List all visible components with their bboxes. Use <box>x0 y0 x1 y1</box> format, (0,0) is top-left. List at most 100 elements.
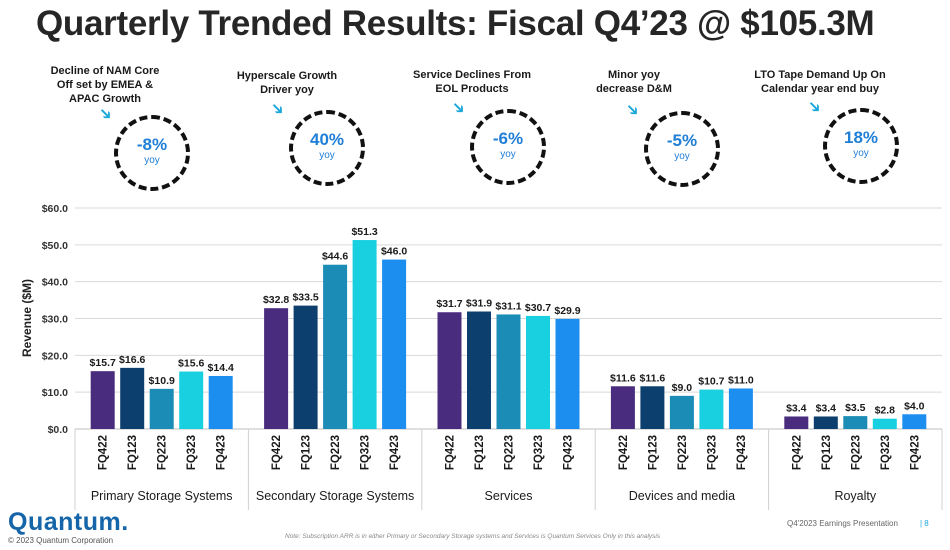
quarter-tick-label: FQ123 <box>821 435 833 470</box>
bar <box>437 312 462 429</box>
yoy-label: yoy <box>674 151 690 162</box>
data-label: $32.8 <box>263 294 289 306</box>
quarter-tick-label: FQ223 <box>157 435 169 470</box>
quarter-tick-label: FQ423 <box>736 435 748 470</box>
data-label: $11.0 <box>728 374 754 386</box>
callout-label-devices: Minor yoy decrease D&M <box>596 69 672 95</box>
data-label: $3.4 <box>816 402 837 414</box>
bar <box>843 416 868 429</box>
quarter-tick-label: FQ123 <box>474 435 486 470</box>
quarter-tick-label: FQ422 <box>791 435 803 470</box>
data-label: $31.1 <box>495 300 521 312</box>
bar <box>264 308 289 429</box>
data-label: $14.4 <box>208 362 234 374</box>
callout-label-secondary: Hyperscale Growth Driver yoy <box>236 70 338 96</box>
bar <box>382 259 407 429</box>
quarter-tick-label: FQ422 <box>618 435 630 470</box>
quarter-tick-label: FQ323 <box>533 435 545 470</box>
y-tick-label: $30.0 <box>42 314 68 326</box>
data-label: $3.5 <box>845 402 866 414</box>
arrow-icon: ➔ <box>621 99 644 122</box>
quarter-tick-label: FQ223 <box>504 435 516 470</box>
data-label: $11.6 <box>640 372 666 384</box>
bar <box>813 416 838 429</box>
data-label: $15.6 <box>178 358 204 370</box>
bar <box>90 371 115 429</box>
y-axis-label: Revenue ($M) <box>20 279 34 357</box>
y-tick-label: $10.0 <box>42 387 68 399</box>
y-tick-label: $20.0 <box>42 350 68 362</box>
category-label: Primary Storage Systems <box>91 489 233 503</box>
bar <box>555 318 580 429</box>
bar <box>352 240 377 429</box>
y-tick-label: $50.0 <box>42 240 68 252</box>
quarter-tick-label: FQ422 <box>98 435 110 470</box>
data-label: $9.0 <box>672 382 693 394</box>
data-label: $2.8 <box>875 405 896 417</box>
bar <box>208 375 233 429</box>
bar <box>640 386 665 429</box>
data-label: $44.6 <box>322 251 348 263</box>
bar <box>728 388 753 429</box>
quarter-tick-label: FQ423 <box>216 435 228 470</box>
callout-circle-royalty: 18% yoy <box>823 108 899 184</box>
callout-circle-primary: -8% yoy <box>114 115 190 191</box>
quarter-tick-label: FQ223 <box>677 435 689 470</box>
data-label: $46.0 <box>381 246 407 258</box>
category-label: Services <box>485 489 533 503</box>
callout-circle-devices: -5% yoy <box>644 111 720 187</box>
bar <box>610 386 635 429</box>
bar <box>496 314 521 429</box>
callout-label-services: Service Declines From EOL Products <box>412 69 531 95</box>
quarter-tick-label: FQ422 <box>445 435 457 470</box>
yoy-percent: 18% <box>843 128 879 147</box>
data-label: $31.7 <box>436 298 462 310</box>
y-tick-label: $40.0 <box>42 277 68 289</box>
data-label: $4.0 <box>904 400 925 412</box>
callout-label-primary: Decline of NAM Core Off set by EMEA & AP… <box>50 65 160 105</box>
yoy-percent: -5% <box>666 131 698 150</box>
category-label: Royalty <box>834 489 876 503</box>
presentation-name: Q4'2023 Earnings Presentation <box>787 519 898 528</box>
data-label: $15.7 <box>90 357 116 369</box>
arrow-icon: ➔ <box>266 98 289 121</box>
yoy-percent: -8% <box>136 135 168 154</box>
category-label: Secondary Storage Systems <box>256 489 414 503</box>
quarter-tick-label: FQ323 <box>186 435 198 470</box>
yoy-label: yoy <box>144 155 160 166</box>
bar <box>179 371 204 429</box>
quarter-tick-label: FQ422 <box>271 435 283 470</box>
data-label: $33.5 <box>292 292 318 304</box>
quarter-tick-label: FQ423 <box>389 435 401 470</box>
y-tick-label: $60.0 <box>42 203 68 215</box>
arrow-icon: ➔ <box>803 96 826 119</box>
quantum-logo: Quantum. <box>8 508 129 536</box>
category-label: Devices and media <box>629 489 735 503</box>
revenue-bar-chart: Revenue ($M) $0.0 $10.0 $20.0 $30.0 $40.0 $50… <box>20 203 943 510</box>
copyright: © 2023 Quantum Corporation <box>8 536 114 545</box>
quarter-tick-label: FQ123 <box>127 435 139 470</box>
bar <box>526 315 550 429</box>
yoy-label: yoy <box>319 150 335 161</box>
bar <box>669 395 694 429</box>
quarter-tick-label: FQ323 <box>360 435 372 470</box>
bar <box>149 388 174 429</box>
quarter-tick-label: FQ123 <box>647 435 659 470</box>
bar <box>784 416 809 429</box>
data-label: $30.7 <box>525 302 551 314</box>
bar <box>902 414 927 429</box>
data-label: $3.4 <box>786 402 807 414</box>
quarter-tick-label: FQ323 <box>880 435 892 470</box>
data-label: $10.7 <box>698 376 724 388</box>
bar <box>699 389 724 429</box>
data-label: $51.3 <box>351 226 377 238</box>
quarter-tick-label: FQ423 <box>563 435 575 470</box>
bar <box>120 367 145 429</box>
bar <box>323 264 348 429</box>
bar <box>293 305 318 429</box>
quarter-tick-label: FQ123 <box>301 435 313 470</box>
callout-label-royalty: LTO Tape Demand Up On Calendar year end … <box>754 69 886 95</box>
footnote: Note: Subscription ARR is in either Prim… <box>285 533 661 540</box>
quarter-tick-label: FQ323 <box>706 435 718 470</box>
y-tick-label: $0.0 <box>48 424 69 436</box>
